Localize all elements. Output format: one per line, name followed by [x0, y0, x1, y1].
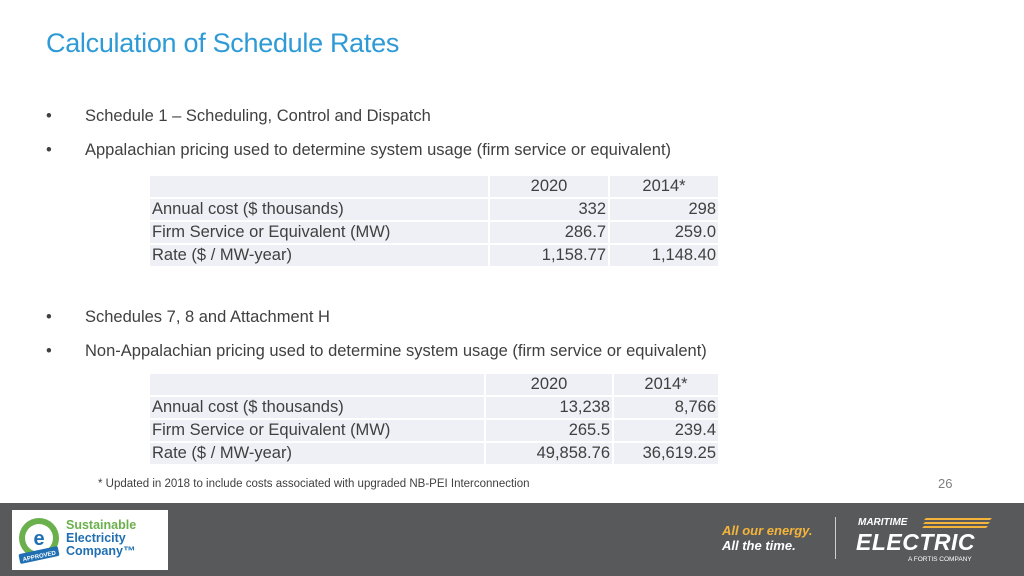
slide-title: Calculation of Schedule Rates	[46, 28, 400, 58]
brand-top: MARITIME	[858, 517, 908, 528]
bullet-text: Appalachian pricing used to determine sy…	[85, 141, 672, 159]
table-header-row: 2020 2014*	[150, 374, 718, 395]
maritime-electric-logo: MARITIME ELECTRIC A FORTIS COMPANY	[852, 517, 994, 565]
tagline: All our energy. All the time.	[722, 523, 813, 553]
table-header-cell	[150, 374, 484, 395]
bullet-dot: •	[46, 342, 52, 360]
tagline-line: All the time.	[722, 538, 796, 553]
bullet-dot: •	[46, 141, 52, 159]
tagline-line: All our energy.	[722, 523, 813, 538]
table-cell: 8,766	[614, 397, 718, 418]
bullet-text: Schedules 7, 8 and Attachment H	[85, 308, 330, 326]
table-cell: Annual cost ($ thousands)	[150, 397, 484, 418]
table-cell: 259.0	[610, 222, 718, 243]
table-cell: Rate ($ / MW-year)	[150, 245, 488, 266]
table-header-row: 2020 2014*	[150, 176, 718, 197]
sec-logo-line: Sustainable	[66, 518, 137, 532]
table-cell: Firm Service or Equivalent (MW)	[150, 420, 484, 441]
page-number: 26	[938, 476, 953, 491]
table-cell: 49,858.76	[486, 443, 612, 464]
table-row: Rate ($ / MW-year) 1,158.77 1,148.40	[150, 245, 718, 266]
bullet-text: Non-Appalachian pricing used to determin…	[85, 342, 707, 360]
table-cell: 332	[490, 199, 608, 220]
brand-sub: A FORTIS COMPANY	[908, 556, 972, 563]
table-cell: 286.7	[490, 222, 608, 243]
table-header-cell: 2014*	[614, 374, 718, 395]
bullet-dot: •	[46, 107, 52, 125]
table-row: Firm Service or Equivalent (MW) 265.5 23…	[150, 420, 718, 441]
schedule-1-table: 2020 2014* Annual cost ($ thousands) 332…	[148, 174, 720, 268]
table-header-cell: 2014*	[610, 176, 718, 197]
table-cell: 1,148.40	[610, 245, 718, 266]
table-row: Annual cost ($ thousands) 13,238 8,766	[150, 397, 718, 418]
bullet-text: Schedule 1 – Scheduling, Control and Dis…	[85, 107, 431, 125]
table-row: Rate ($ / MW-year) 49,858.76 36,619.25	[150, 443, 718, 464]
table-cell: 1,158.77	[490, 245, 608, 266]
table-header-cell: 2020	[486, 374, 612, 395]
sustainable-electricity-logo: e APPROVED Sustainable Electricity Compa…	[12, 510, 168, 570]
table-header-cell: 2020	[490, 176, 608, 197]
approved-badge-icon: e APPROVED	[18, 518, 60, 564]
brand-main: ELECTRIC	[856, 529, 975, 555]
table-cell: 298	[610, 199, 718, 220]
sec-logo-line: Company™	[66, 544, 136, 558]
table-cell: Annual cost ($ thousands)	[150, 199, 488, 220]
table-cell: 36,619.25	[614, 443, 718, 464]
brand-stripes-icon	[922, 518, 992, 528]
table-header-cell	[150, 176, 488, 197]
schedule-7-8-table: 2020 2014* Annual cost ($ thousands) 13,…	[148, 372, 720, 466]
badge-letter: e	[33, 528, 44, 550]
sec-logo-line: Electricity	[66, 531, 126, 545]
table-cell: 265.5	[486, 420, 612, 441]
footer-divider	[835, 517, 836, 559]
sec-logo-text: Sustainable Electricity Company™	[66, 519, 136, 558]
table-row: Annual cost ($ thousands) 332 298	[150, 199, 718, 220]
table-cell: 239.4	[614, 420, 718, 441]
footer-bar: e APPROVED Sustainable Electricity Compa…	[0, 503, 1024, 576]
bullet-dot: •	[46, 308, 52, 326]
table-row: Firm Service or Equivalent (MW) 286.7 25…	[150, 222, 718, 243]
table-cell: Rate ($ / MW-year)	[150, 443, 484, 464]
table-cell: Firm Service or Equivalent (MW)	[150, 222, 488, 243]
table-cell: 13,238	[486, 397, 612, 418]
footnote: * Updated in 2018 to include costs assoc…	[98, 478, 530, 490]
